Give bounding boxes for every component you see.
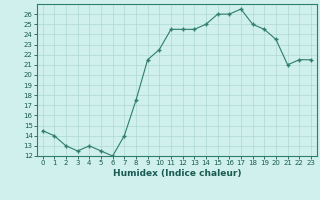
- X-axis label: Humidex (Indice chaleur): Humidex (Indice chaleur): [113, 169, 241, 178]
